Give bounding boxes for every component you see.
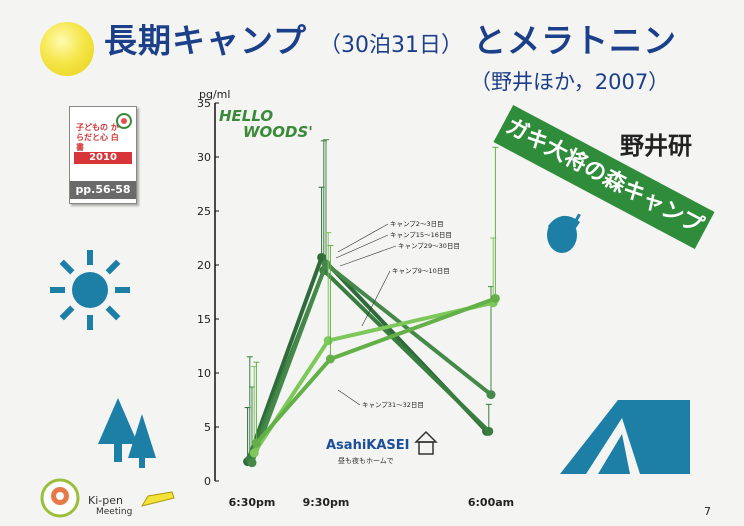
annotation-leader — [337, 223, 389, 253]
y-tick-label: 25 — [197, 205, 211, 218]
nojii-lab-logo: 野井研 — [620, 132, 692, 160]
annotation-label: キャンプ29～30日目 — [398, 242, 460, 250]
y-tick-label: 20 — [197, 259, 211, 272]
title-main: 長期キャンプ — [104, 21, 308, 60]
data-point — [321, 259, 331, 269]
data-point — [484, 426, 494, 436]
slide-title: 長期キャンプ （30泊31日） とメラトニン — [104, 14, 677, 62]
house-icon — [414, 430, 438, 455]
annotation-label: キャンプ15～16日目 — [390, 231, 452, 239]
y-tick-label: 30 — [197, 151, 211, 164]
series-line — [252, 300, 494, 455]
asahi-logo-text: AsahiKASEI — [326, 438, 410, 453]
woods-text: WOODS' — [243, 123, 313, 141]
asahi-subtext: 昼も夜もホームで — [338, 457, 394, 465]
book-pages: pp.56-58 — [70, 181, 136, 199]
series-line — [250, 261, 493, 464]
hello-text: HELLO — [219, 107, 274, 125]
data-point — [251, 438, 261, 448]
annotation-label: キャンプ31～32日目 — [362, 401, 424, 409]
y-axis-label: pg/ml — [199, 88, 230, 101]
book-logo-icon — [116, 113, 132, 129]
kipen-meeting: Meeting — [96, 507, 133, 517]
y-tick-label: 0 — [204, 475, 211, 488]
book-head: 子どもの からだと心 白書 — [74, 111, 132, 152]
hello-woods-logo: HELLO WOODS' — [219, 108, 313, 140]
data-point — [325, 354, 335, 364]
book-cover: 子どもの からだと心 白書 2010 pp.56-58 — [69, 106, 137, 204]
data-point — [490, 293, 500, 303]
data-point — [249, 448, 259, 458]
sun-icon — [40, 22, 94, 76]
tent-icon — [560, 400, 690, 474]
book-title: 子どもの からだと心 白書 — [76, 123, 119, 152]
y-tick-label: 10 — [197, 367, 211, 380]
data-point — [486, 390, 496, 400]
book-year: 2010 — [74, 152, 132, 164]
annotation-label: キャンプ2～3日目 — [390, 220, 444, 228]
annotation-leader — [337, 389, 361, 406]
annotation-leader — [339, 245, 397, 267]
y-tick-label: 35 — [197, 97, 211, 110]
title-duration: （30泊31日） — [319, 33, 464, 58]
x-tick-label: 6:30pm — [229, 496, 276, 509]
acorn-icon — [547, 213, 581, 253]
pencil-icon — [140, 491, 175, 507]
annotation-leader — [361, 270, 391, 327]
sun-rays-icon — [50, 250, 130, 330]
y-tick-label: 15 — [197, 313, 211, 326]
kipen-emblem-icon — [40, 478, 80, 518]
kipen-logo: Ki-pen — [88, 494, 123, 507]
x-tick-label: 6:00am — [468, 496, 514, 509]
annotation-label: キャンプ9～10日目 — [392, 267, 450, 275]
slide-number: 7 — [704, 505, 711, 518]
annotation-leader — [335, 234, 389, 259]
tree-icon — [98, 398, 156, 468]
data-point — [247, 458, 257, 468]
y-tick-label: 5 — [204, 421, 211, 434]
title-rest: とメラトニン — [473, 21, 678, 60]
series-line — [245, 255, 489, 463]
citation: （野井ほか，2007） — [470, 70, 670, 94]
data-point — [323, 336, 333, 346]
x-tick-label: 9:30pm — [303, 496, 350, 509]
chart-plot: pg/ml 0 5 10 15 20 25 30 35 6:30pm 9:30pm 6:00am キャン… — [197, 88, 514, 509]
